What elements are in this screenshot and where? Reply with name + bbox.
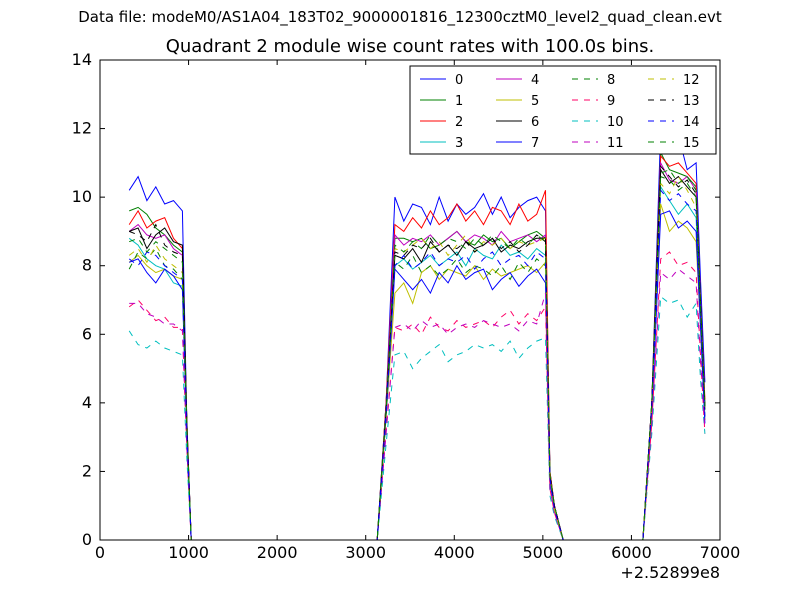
x-offset-label: +2.52899e8	[620, 563, 720, 582]
x-tick-label: 2000	[257, 543, 298, 562]
legend-label-9: 9	[607, 94, 615, 109]
y-tick-label: 2	[82, 461, 92, 480]
x-tick-label: 1000	[168, 543, 209, 562]
plot-area	[128, 128, 706, 540]
legend-label-6: 6	[531, 115, 539, 130]
series-line-1	[129, 150, 706, 540]
x-tick-label: 6000	[611, 543, 652, 562]
series-line-14	[128, 189, 706, 540]
legend-label-12: 12	[683, 73, 700, 88]
y-tick-label: 6	[82, 324, 92, 343]
y-tick-label: 10	[72, 187, 92, 206]
legend-label-0: 0	[455, 73, 463, 88]
y-tick-label: 8	[82, 256, 92, 275]
legend-label-5: 5	[531, 94, 539, 109]
legend-label-3: 3	[455, 136, 463, 151]
series-line-0	[128, 128, 706, 540]
legend-label-7: 7	[531, 136, 539, 151]
legend-label-10: 10	[607, 115, 624, 130]
series-line-12	[128, 175, 706, 540]
x-tick-label: 3000	[345, 543, 386, 562]
legend-label-13: 13	[683, 94, 700, 109]
series-line-6	[129, 168, 706, 540]
legend-box	[409, 65, 717, 155]
legend-label-11: 11	[607, 136, 624, 151]
legend-label-2: 2	[455, 115, 463, 130]
y-tick-label: 14	[72, 50, 92, 69]
y-tick-label: 4	[82, 393, 92, 412]
series-line-8	[128, 175, 706, 540]
series-line-11	[129, 268, 706, 540]
series-line-7	[129, 210, 706, 540]
x-tick-label: 5000	[522, 543, 563, 562]
y-tick-label: 12	[72, 119, 92, 138]
legend-label-8: 8	[607, 73, 615, 88]
data-file-title: Data file: modeM0/AS1A04_183T02_90000018…	[78, 8, 722, 26]
series-line-9	[128, 251, 706, 540]
x-tick-label: 0	[95, 543, 105, 562]
series-line-10	[128, 295, 706, 540]
x-tick-label: 4000	[434, 543, 475, 562]
y-tick-label: 0	[82, 530, 92, 549]
series-line-2	[128, 154, 706, 540]
axes-frame	[99, 59, 721, 541]
series-line-4	[128, 160, 706, 540]
x-tick-label: 7000	[700, 543, 741, 562]
series-line-15	[129, 169, 706, 540]
series-line-5	[128, 203, 706, 540]
legend-label-14: 14	[683, 115, 700, 130]
legend-label-1: 1	[455, 94, 463, 109]
chart-title: Quadrant 2 module wise count rates with …	[165, 36, 655, 57]
legend-label-4: 4	[531, 73, 539, 88]
legend-label-15: 15	[683, 136, 700, 151]
